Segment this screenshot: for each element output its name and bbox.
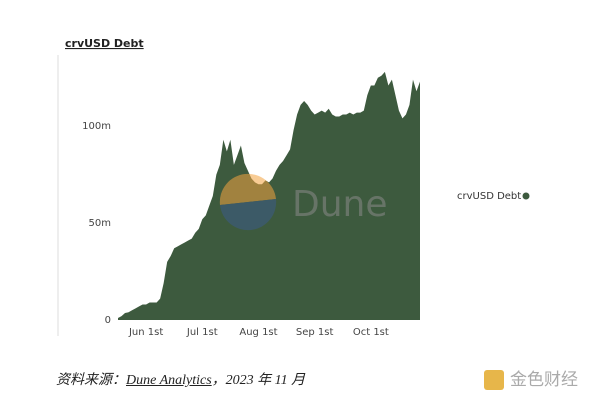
y-tick-label: 100m <box>82 121 111 132</box>
corner-watermark: 金色财经 <box>510 370 578 390</box>
legend-label: crvUSD Debt <box>457 191 521 202</box>
y-tick-label: 50m <box>89 218 111 229</box>
caption-suffix: ，2023 年 11 月 <box>211 373 306 388</box>
watermark: Dune <box>219 173 388 231</box>
watermark-text: Dune <box>292 184 388 225</box>
watermark-logo <box>219 173 276 205</box>
x-tick-label: Jul 1st <box>186 327 218 338</box>
caption-link[interactable]: Dune Analytics <box>126 373 212 388</box>
caption: 资料来源：Dune Analytics，2023 年 11 月 <box>56 369 305 389</box>
legend-marker <box>522 192 530 200</box>
caption-prefix: 资料来源： <box>56 373 126 388</box>
y-tick-label: 0 <box>105 315 111 326</box>
x-tick-label: Jun 1st <box>128 327 163 338</box>
x-tick-label: Aug 1st <box>239 327 277 338</box>
watermark-logo <box>220 199 277 231</box>
chart-title: crvUSD Debt <box>65 37 144 50</box>
x-tick-label: Oct 1st <box>353 327 389 338</box>
x-tick-label: Sep 1st <box>296 327 334 338</box>
corner-logo <box>484 370 504 390</box>
